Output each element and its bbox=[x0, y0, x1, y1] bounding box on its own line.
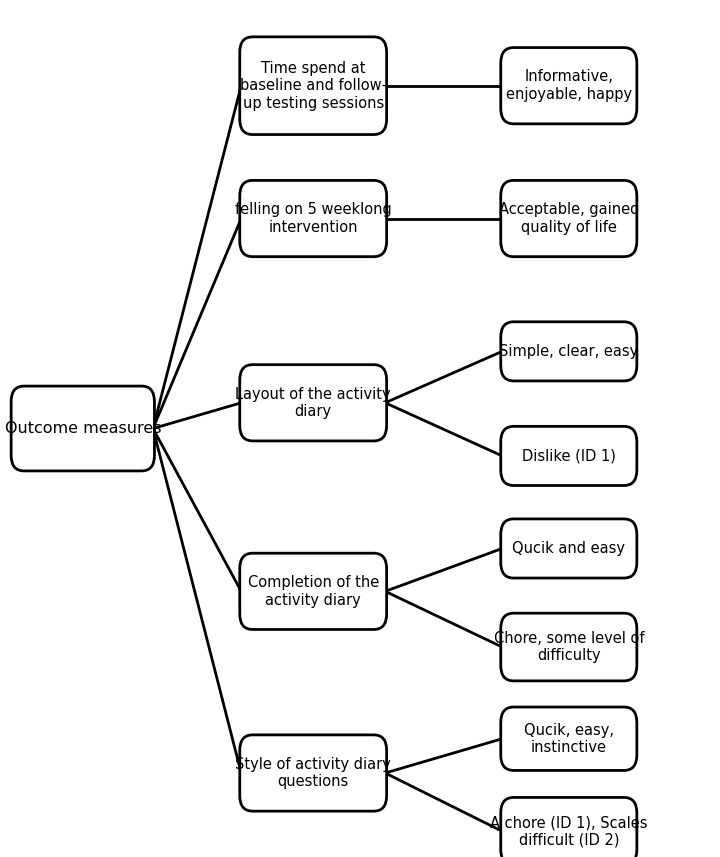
Text: Qucik and easy: Qucik and easy bbox=[513, 541, 625, 556]
Text: Simple, clear, easy: Simple, clear, easy bbox=[499, 344, 639, 359]
FancyBboxPatch shape bbox=[240, 554, 387, 629]
FancyBboxPatch shape bbox=[12, 387, 155, 471]
FancyBboxPatch shape bbox=[240, 181, 387, 257]
Text: Time spend at
baseline and follow-
up testing sessions: Time spend at baseline and follow- up te… bbox=[240, 61, 387, 111]
FancyBboxPatch shape bbox=[240, 365, 387, 440]
FancyBboxPatch shape bbox=[501, 48, 637, 124]
FancyBboxPatch shape bbox=[501, 614, 637, 680]
Text: Completion of the
activity diary: Completion of the activity diary bbox=[248, 575, 379, 608]
Text: Style of activity diary
questions: Style of activity diary questions bbox=[235, 757, 391, 789]
Text: Qucik, easy,
instinctive: Qucik, easy, instinctive bbox=[524, 722, 614, 755]
Text: Dislike (ID 1): Dislike (ID 1) bbox=[522, 448, 616, 464]
FancyBboxPatch shape bbox=[501, 181, 637, 257]
FancyBboxPatch shape bbox=[240, 734, 387, 811]
Text: Outcome measures: Outcome measures bbox=[4, 421, 161, 436]
FancyBboxPatch shape bbox=[501, 427, 637, 485]
Text: Acceptable, gained
quality of life: Acceptable, gained quality of life bbox=[499, 202, 639, 235]
Text: A chore (ID 1), Scales
difficult (ID 2): A chore (ID 1), Scales difficult (ID 2) bbox=[490, 815, 647, 848]
Text: felling on 5 weeklong
intervention: felling on 5 weeklong intervention bbox=[235, 202, 392, 235]
FancyBboxPatch shape bbox=[501, 707, 637, 770]
Text: Layout of the activity
diary: Layout of the activity diary bbox=[235, 387, 391, 419]
Text: Chore, some level of
difficulty: Chore, some level of difficulty bbox=[493, 631, 644, 663]
FancyBboxPatch shape bbox=[501, 322, 637, 381]
Text: Informative,
enjoyable, happy: Informative, enjoyable, happy bbox=[505, 69, 632, 102]
FancyBboxPatch shape bbox=[240, 37, 387, 135]
FancyBboxPatch shape bbox=[501, 797, 637, 857]
FancyBboxPatch shape bbox=[501, 519, 637, 578]
